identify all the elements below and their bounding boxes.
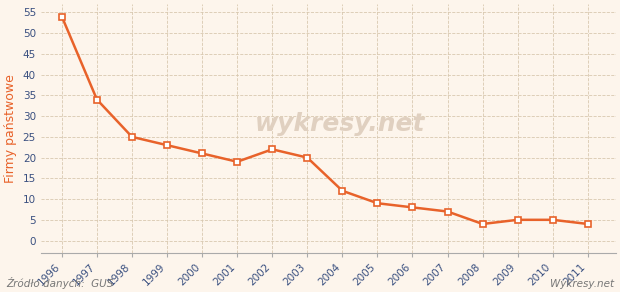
Text: wykresy.net: wykresy.net — [255, 112, 425, 135]
Text: Źródło danych:  GUS: Źródło danych: GUS — [6, 277, 113, 289]
Text: Wykresy.net: Wykresy.net — [550, 279, 614, 289]
Y-axis label: Firmy państwowe: Firmy państwowe — [4, 74, 17, 183]
